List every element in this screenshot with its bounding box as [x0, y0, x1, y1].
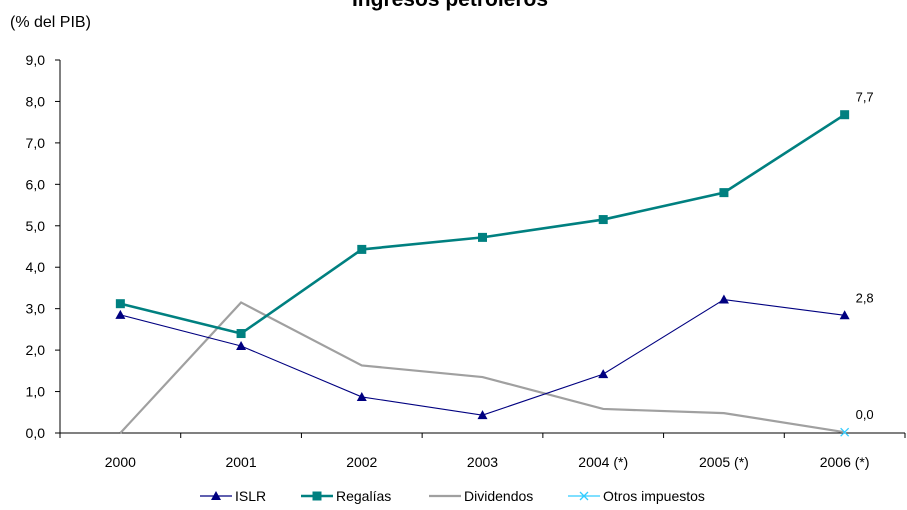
legend-label: Regalías [336, 488, 391, 504]
data-point-regalias [478, 232, 487, 242]
x-tick-label: 2004 (*) [578, 454, 628, 470]
data-point-regalias [357, 244, 367, 254]
data-point-islr [356, 391, 367, 401]
data-point-regalias [719, 188, 729, 198]
legend: ISLR Regalías Dividendos Otros impuestos [200, 488, 705, 504]
data-labels: 7,7 2,8 0,0 [856, 90, 874, 422]
data-point-islr [718, 294, 729, 304]
y-tick-label: 4,0 [26, 259, 46, 275]
x-tick-label: 2003 [467, 454, 498, 470]
x-tick-label: 2001 [225, 454, 256, 470]
series-islr [115, 294, 850, 420]
series-line-dividendos [119, 301, 845, 434]
y-tick-label: 1,0 [26, 384, 46, 400]
data-point-islr [839, 310, 850, 320]
legend-label: Otros impuestos [603, 488, 705, 504]
data-point-regalias [115, 299, 125, 309]
x-tick-label: 2005 (*) [699, 454, 749, 470]
legend-marker [579, 491, 589, 501]
y-tick-label: 8,0 [26, 93, 46, 109]
series-otros-impuestos [840, 427, 850, 437]
x-tick-label: 2000 [105, 454, 136, 470]
y-axis-label: (% del PIB) [10, 14, 91, 31]
y-tick-label: 3,0 [26, 301, 46, 317]
data-point-otros-impuestos [840, 427, 850, 437]
legend-marker [312, 491, 322, 501]
data-point-islr [598, 369, 609, 379]
data-point-islr [236, 340, 247, 350]
y-tick-label: 6,0 [26, 176, 46, 192]
legend-label: Dividendos [464, 488, 533, 504]
legend-item-islr: ISLR [200, 488, 266, 504]
data-point-regalias [840, 110, 850, 120]
y-tick-label: 0,0 [26, 425, 46, 441]
data-point-islr [115, 309, 126, 319]
legend-label: ISLR [235, 488, 266, 504]
series-regalias [115, 110, 850, 339]
axes: 0,0 1,0 2,0 3,0 4,0 5,0 6,0 7,0 8,0 9,0 2000 2001 20… [26, 52, 906, 470]
legend-item-regalias: Regalías [301, 488, 391, 504]
data-point-islr [477, 410, 488, 420]
data-point-regalias [236, 329, 246, 339]
data-label: 2,8 [856, 290, 874, 305]
chart-title: Ingresos petroleros [352, 0, 548, 11]
series-dividendos [119, 301, 845, 434]
legend-marker [211, 491, 221, 500]
x-tick-label: 2006 (*) [820, 454, 870, 470]
legend-item-dividendos: Dividendos [429, 488, 533, 504]
x-tick-label: 2002 [346, 454, 377, 470]
legend-item-otros-impuestos: Otros impuestos [568, 488, 705, 504]
y-tick-label: 5,0 [26, 218, 46, 234]
data-label: 7,7 [856, 90, 874, 105]
y-tick-label: 7,0 [26, 135, 46, 151]
y-tick-label: 9,0 [26, 52, 46, 68]
series-layer [115, 110, 850, 437]
y-tick-label: 2,0 [26, 342, 46, 358]
data-label: 0,0 [856, 407, 874, 422]
data-point-regalias [598, 215, 608, 225]
